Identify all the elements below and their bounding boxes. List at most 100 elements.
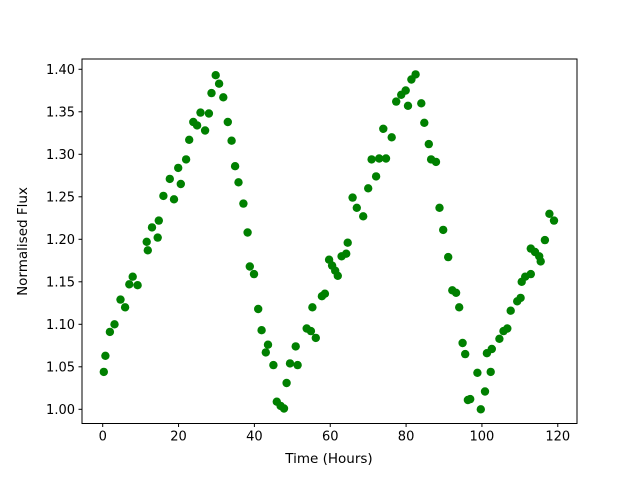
data-point xyxy=(181,155,191,164)
data-point xyxy=(343,238,352,247)
y-tick-label: 1.15 xyxy=(46,275,75,290)
data-point xyxy=(143,246,152,255)
data-point xyxy=(120,303,130,312)
data-point xyxy=(153,233,162,242)
x-tick-label: 0 xyxy=(99,430,107,445)
data-point xyxy=(133,281,142,290)
data-point xyxy=(424,139,433,149)
data-point xyxy=(320,289,330,298)
data-point xyxy=(174,163,183,173)
data-point xyxy=(476,405,485,414)
data-point xyxy=(506,306,515,315)
data-point xyxy=(540,235,550,245)
data-point xyxy=(486,367,495,377)
data-point xyxy=(227,136,236,145)
x-tick-label: 80 xyxy=(398,430,415,445)
data-point xyxy=(110,320,119,329)
data-point xyxy=(99,367,109,377)
data-point xyxy=(466,394,475,404)
data-point xyxy=(371,172,381,181)
data-point xyxy=(257,326,266,335)
data-point xyxy=(291,342,300,351)
data-point xyxy=(279,404,289,413)
data-point xyxy=(545,209,554,218)
y-tick-label: 1.10 xyxy=(46,318,75,333)
data-point xyxy=(159,191,168,201)
y-tick-label: 1.35 xyxy=(46,105,75,120)
data-point xyxy=(417,99,426,108)
data-point xyxy=(200,126,210,135)
data-point xyxy=(282,378,291,388)
data-point xyxy=(451,288,461,297)
data-point xyxy=(439,225,448,235)
data-point xyxy=(128,272,137,281)
data-point xyxy=(342,249,351,258)
data-point xyxy=(348,193,357,202)
data-point xyxy=(455,303,464,312)
y-tick-label: 1.30 xyxy=(46,148,75,163)
y-axis-label: Normalised Flux xyxy=(15,187,31,296)
data-point xyxy=(234,178,243,187)
data-point xyxy=(306,326,316,336)
data-point xyxy=(487,344,496,354)
data-point xyxy=(364,184,373,193)
data-point xyxy=(379,124,388,133)
data-point xyxy=(352,203,361,212)
data-point xyxy=(230,162,240,171)
x-axis-label: Time (Hours) xyxy=(284,451,372,467)
data-point xyxy=(142,237,151,246)
data-point xyxy=(359,212,368,221)
data-point xyxy=(444,252,453,262)
data-point xyxy=(176,179,185,189)
data-point xyxy=(116,295,125,304)
data-point xyxy=(549,216,559,225)
data-point xyxy=(411,70,420,79)
x-tick-label: 120 xyxy=(545,430,570,445)
data-point xyxy=(308,303,317,312)
data-point xyxy=(169,195,179,204)
data-point xyxy=(269,360,278,370)
data-point xyxy=(105,327,115,337)
data-point xyxy=(101,351,110,360)
data-point xyxy=(154,216,163,225)
data-point xyxy=(207,88,216,98)
data-point xyxy=(239,199,248,208)
data-point xyxy=(333,271,342,280)
data-point xyxy=(367,155,376,164)
data-point xyxy=(381,154,391,163)
x-tick-label: 40 xyxy=(246,430,263,445)
data-point xyxy=(536,257,545,266)
plot-border xyxy=(81,58,578,424)
data-point xyxy=(165,174,174,184)
data-point xyxy=(249,269,259,279)
y-tick-label: 1.40 xyxy=(46,63,75,78)
data-point xyxy=(192,121,202,130)
x-tick-label: 100 xyxy=(470,430,495,445)
y-tick-label: 1.25 xyxy=(46,190,75,205)
data-point xyxy=(387,133,396,142)
data-point xyxy=(185,135,194,144)
data-point xyxy=(420,118,429,128)
data-point xyxy=(503,324,512,333)
data-point xyxy=(254,304,263,314)
data-point xyxy=(293,360,302,370)
data-point xyxy=(243,228,252,237)
data-point xyxy=(473,368,482,377)
data-point xyxy=(219,93,228,102)
data-point xyxy=(245,262,254,271)
x-tick-label: 20 xyxy=(170,430,187,445)
data-point xyxy=(435,203,444,212)
data-point xyxy=(495,334,504,343)
data-point xyxy=(311,333,320,343)
data-point xyxy=(392,97,401,106)
data-point xyxy=(204,109,214,118)
data-point xyxy=(461,349,470,359)
data-point xyxy=(285,359,295,368)
data-point xyxy=(147,223,157,232)
data-point xyxy=(516,293,525,303)
x-tick-label: 60 xyxy=(322,430,339,445)
data-point xyxy=(223,117,232,127)
plot-area: 0 20 40 60 80 100 120 1.00 1.05 1.10 1.15 1.20 1.25 1… xyxy=(46,58,578,445)
data-point xyxy=(403,101,413,111)
